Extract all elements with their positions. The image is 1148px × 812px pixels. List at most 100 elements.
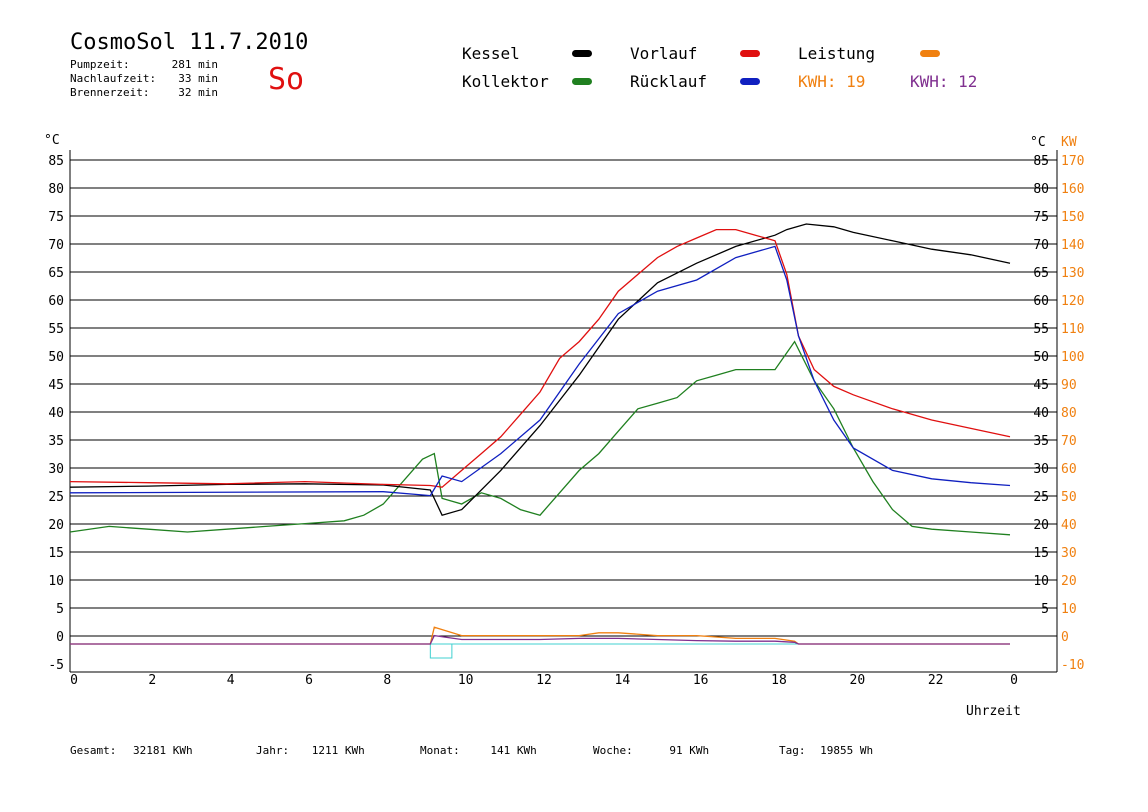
burner-time-label: Brennerzeit:: [70, 86, 150, 99]
weekday-label: So: [268, 62, 305, 97]
legend-kollektor-swatch: [572, 78, 592, 85]
y-tick-label-right: 80: [1033, 182, 1049, 197]
y-tick-label-left: 20: [48, 518, 64, 533]
y-tick-label-kw: 50: [1061, 490, 1077, 505]
legend-leistung-swatch: [920, 50, 940, 57]
y-tick-label-right: 60: [1033, 294, 1049, 309]
legend-vorlauf-label: Vorlauf: [630, 44, 698, 63]
x-tick-label: 12: [536, 673, 552, 688]
legend-kwh-purple: KWH: 12: [910, 72, 978, 91]
grid-lines: [70, 159, 1057, 637]
total-row: Gesamt: 32181 KWh: [70, 744, 193, 757]
y-axis-label-left: °C: [44, 133, 60, 148]
legend-kessel-label: Kessel: [462, 44, 520, 63]
y-tick-label-right: 85: [1033, 154, 1049, 169]
day-label: Tag:: [779, 744, 806, 757]
burner-time-row: Brennerzeit: 32 min: [70, 86, 218, 99]
x-tick-label: 2: [148, 673, 156, 688]
x-tick-label: 0: [1010, 673, 1018, 688]
y-tick-label-right: 10: [1033, 574, 1049, 589]
y-tick-label-right: 20: [1033, 518, 1049, 533]
y-tick-label-right: 45: [1033, 378, 1049, 393]
y-tick-label-left: 50: [48, 350, 64, 365]
x-tick-label: 22: [928, 673, 944, 688]
y-tick-label-left: 65: [48, 266, 64, 281]
y-tick-label-left: 35: [48, 434, 64, 449]
year-value: 1211 KWh: [311, 744, 365, 757]
total-value: 32181 KWh: [132, 744, 193, 757]
y-tick-label-kw: 40: [1061, 518, 1077, 533]
legend-leistung-label: Leistung: [798, 44, 876, 63]
y-tick-label-left: 60: [48, 294, 64, 309]
y-tick-label-left: 15: [48, 546, 64, 561]
year-label: Jahr:: [256, 744, 290, 757]
y-axis-label-right: °C: [1030, 135, 1046, 150]
x-axis-label: Uhrzeit: [966, 704, 1021, 719]
after-run-time-row: Nachlaufzeit: 33 min: [70, 72, 218, 85]
y-tick-label-right: 55: [1033, 322, 1049, 337]
week-row: Woche: 91 KWh: [593, 744, 709, 757]
y-tick-label-kw: 20: [1061, 574, 1077, 589]
week-label: Woche:: [593, 744, 633, 757]
y-tick-label-left: 0: [56, 630, 64, 645]
total-label: Gesamt:: [70, 744, 117, 757]
series-line-r-cklauf: [69, 245, 1011, 497]
y-tick-label-kw: 130: [1061, 266, 1084, 281]
day-value: 19855 Wh: [820, 744, 874, 757]
month-value: 141 KWh: [490, 744, 537, 757]
y-tick-label-left: 40: [48, 406, 64, 421]
y-tick-label-kw: 70: [1061, 434, 1077, 449]
x-tick-label: 0: [70, 673, 78, 688]
y-axis-label-kw: KW: [1061, 135, 1077, 150]
y-tick-label-right: 50: [1033, 350, 1049, 365]
legend-kollektor-label: Kollektor: [462, 72, 549, 91]
axes: [69, 150, 1058, 673]
y-tick-label-kw: 170: [1061, 154, 1084, 169]
legend-vorlauf-swatch: [740, 50, 760, 57]
y-tick-label-kw: 80: [1061, 406, 1077, 421]
legend-kwh-orange: KWH: 19: [798, 72, 866, 91]
x-tick-label: 6: [305, 673, 313, 688]
x-tick-label: 16: [693, 673, 709, 688]
y-tick-label-kw: 10: [1061, 602, 1077, 617]
y-tick-label-left: 80: [48, 182, 64, 197]
y-tick-label-right: 70: [1033, 238, 1049, 253]
y-tick-label-kw: 100: [1061, 350, 1084, 365]
y-tick-label-right: 30: [1033, 462, 1049, 477]
y-tick-label-kw: -10: [1061, 658, 1084, 673]
y-tick-label-kw: 60: [1061, 462, 1077, 477]
pump-time-label: Pumpzeit:: [70, 58, 130, 71]
week-value: 91 KWh: [669, 744, 710, 757]
y-tick-label-left: -5: [48, 658, 64, 673]
x-tick-label: 4: [227, 673, 235, 688]
chart-title: CosmoSol 11.7.2010: [70, 30, 309, 55]
series-line-kollektor: [69, 340, 1011, 536]
x-tick-label: 14: [615, 673, 631, 688]
burner-time-value: 32 min: [178, 86, 218, 99]
y-tick-label-kw: 110: [1061, 322, 1084, 337]
y-tick-label-left: 85: [48, 154, 64, 169]
y-tick-label-kw: 120: [1061, 294, 1084, 309]
x-tick-label: 10: [458, 673, 474, 688]
y-tick-label-left: 75: [48, 210, 64, 225]
x-tick-label: 20: [850, 673, 866, 688]
y-tick-label-left: 30: [48, 462, 64, 477]
y-tick-label-left: 25: [48, 490, 64, 505]
month-row: Monat: 141 KWh: [420, 744, 537, 757]
pump-time-row: Pumpzeit: 281 min: [70, 58, 218, 71]
year-row: Jahr: 1211 KWh: [256, 744, 365, 757]
y-tick-label-right: 40: [1033, 406, 1049, 421]
y-tick-label-left: 5: [56, 602, 64, 617]
burner-marker: [429, 643, 453, 659]
month-label: Monat:: [420, 744, 460, 757]
y-tick-label-left: 45: [48, 378, 64, 393]
after-run-time-value: 33 min: [178, 72, 218, 85]
y-tick-label-right: 35: [1033, 434, 1049, 449]
after-run-time-label: Nachlaufzeit:: [70, 72, 157, 85]
y-tick-label-right: 75: [1033, 210, 1049, 225]
y-tick-label-left: 10: [48, 574, 64, 589]
legend-kessel-swatch: [572, 50, 592, 57]
series-line-kwh-12: [70, 634, 1010, 645]
legend-ruecklauf-swatch: [740, 78, 760, 85]
